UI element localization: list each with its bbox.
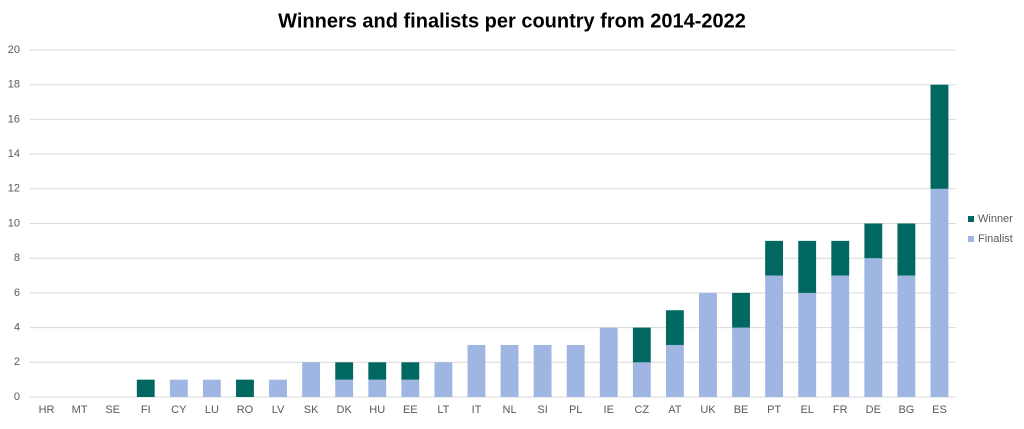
x-tick-label: EL <box>800 404 813 416</box>
bar-segment <box>732 327 750 397</box>
x-tick-label: HR <box>39 404 55 416</box>
x-tick-label: PL <box>569 404 582 416</box>
bar-segment <box>335 379 354 397</box>
bar-segment <box>236 379 254 397</box>
bar-segment <box>765 240 784 276</box>
y-tick-label: 10 <box>8 217 20 229</box>
bar-segment <box>897 275 916 397</box>
bar-segment <box>269 379 287 397</box>
bar-segment <box>765 275 784 397</box>
y-tick-label: 8 <box>14 252 20 264</box>
bar-segment <box>897 223 916 276</box>
y-tick-label: 20 <box>8 44 20 56</box>
chart-title: Winners and finalists per country from 2… <box>278 10 746 32</box>
y-tick-label: 14 <box>8 148 20 160</box>
bar-segment <box>401 379 420 397</box>
bar-segment <box>202 379 221 397</box>
x-tick-label: RO <box>237 404 254 416</box>
bar-segment <box>335 362 354 380</box>
bar-segment <box>533 344 552 397</box>
x-tick-label: LU <box>205 404 219 416</box>
x-tick-label: UK <box>700 404 716 416</box>
legend-swatch <box>968 216 974 222</box>
x-tick-label: IT <box>472 404 482 416</box>
bar-segment <box>864 223 883 259</box>
x-tick-label: FR <box>833 404 848 416</box>
x-tick-label: SI <box>537 404 547 416</box>
bar-segment <box>798 240 817 293</box>
bar-segment <box>632 362 651 397</box>
x-tick-label: CZ <box>634 404 649 416</box>
y-tick-label: 16 <box>8 113 20 125</box>
bar-segment <box>434 362 453 397</box>
x-tick-label: DK <box>337 404 353 416</box>
legend-swatch <box>968 236 974 242</box>
bar-segment <box>930 188 949 397</box>
x-tick-label: SE <box>105 404 120 416</box>
y-tick-label: 18 <box>8 79 20 91</box>
legend-label: Finalist <box>978 233 1013 245</box>
bar-segment <box>699 292 717 397</box>
x-tick-label: LV <box>272 404 285 416</box>
x-tick-label: HU <box>369 404 385 416</box>
bar-segment <box>467 344 486 397</box>
x-tick-label: IE <box>604 404 614 416</box>
y-tick-label: 12 <box>8 183 20 195</box>
x-tick-label: CY <box>171 404 187 416</box>
x-tick-label: SK <box>304 404 319 416</box>
bar-segment <box>632 327 651 363</box>
x-tick-label: EE <box>403 404 418 416</box>
x-tick-label: NL <box>503 404 517 416</box>
x-tick-label: FI <box>141 404 151 416</box>
bar-segment <box>368 379 387 397</box>
x-tick-label: MT <box>72 404 88 416</box>
bar-segment <box>169 379 188 397</box>
bar-segment <box>930 84 949 189</box>
bar-segment <box>302 362 321 397</box>
bar-segment <box>401 362 420 380</box>
x-tick-label: BG <box>898 404 914 416</box>
y-tick-label: 6 <box>14 287 20 299</box>
bar-segment <box>500 344 519 397</box>
bar-segment <box>665 344 684 397</box>
bar-segment <box>798 292 817 397</box>
y-tick-label: 4 <box>14 322 20 334</box>
bar-segment <box>864 258 883 397</box>
bar-segment <box>368 362 387 380</box>
bar-segment <box>136 379 155 397</box>
x-tick-label: DE <box>866 404 881 416</box>
bar-segment <box>831 240 850 276</box>
bar-segment <box>732 292 750 328</box>
x-tick-label: ES <box>932 404 947 416</box>
x-tick-label: PT <box>767 404 781 416</box>
legend-label: Winner <box>978 213 1013 225</box>
bar-segment <box>599 327 618 397</box>
x-tick-label: LT <box>437 404 449 416</box>
bar-segment <box>831 275 850 397</box>
x-tick-label: BE <box>734 404 749 416</box>
x-tick-label: AT <box>668 404 682 416</box>
y-tick-label: 2 <box>14 356 20 368</box>
bar-segment <box>566 344 585 397</box>
y-tick-label: 0 <box>14 391 20 403</box>
bar-segment <box>665 310 684 345</box>
